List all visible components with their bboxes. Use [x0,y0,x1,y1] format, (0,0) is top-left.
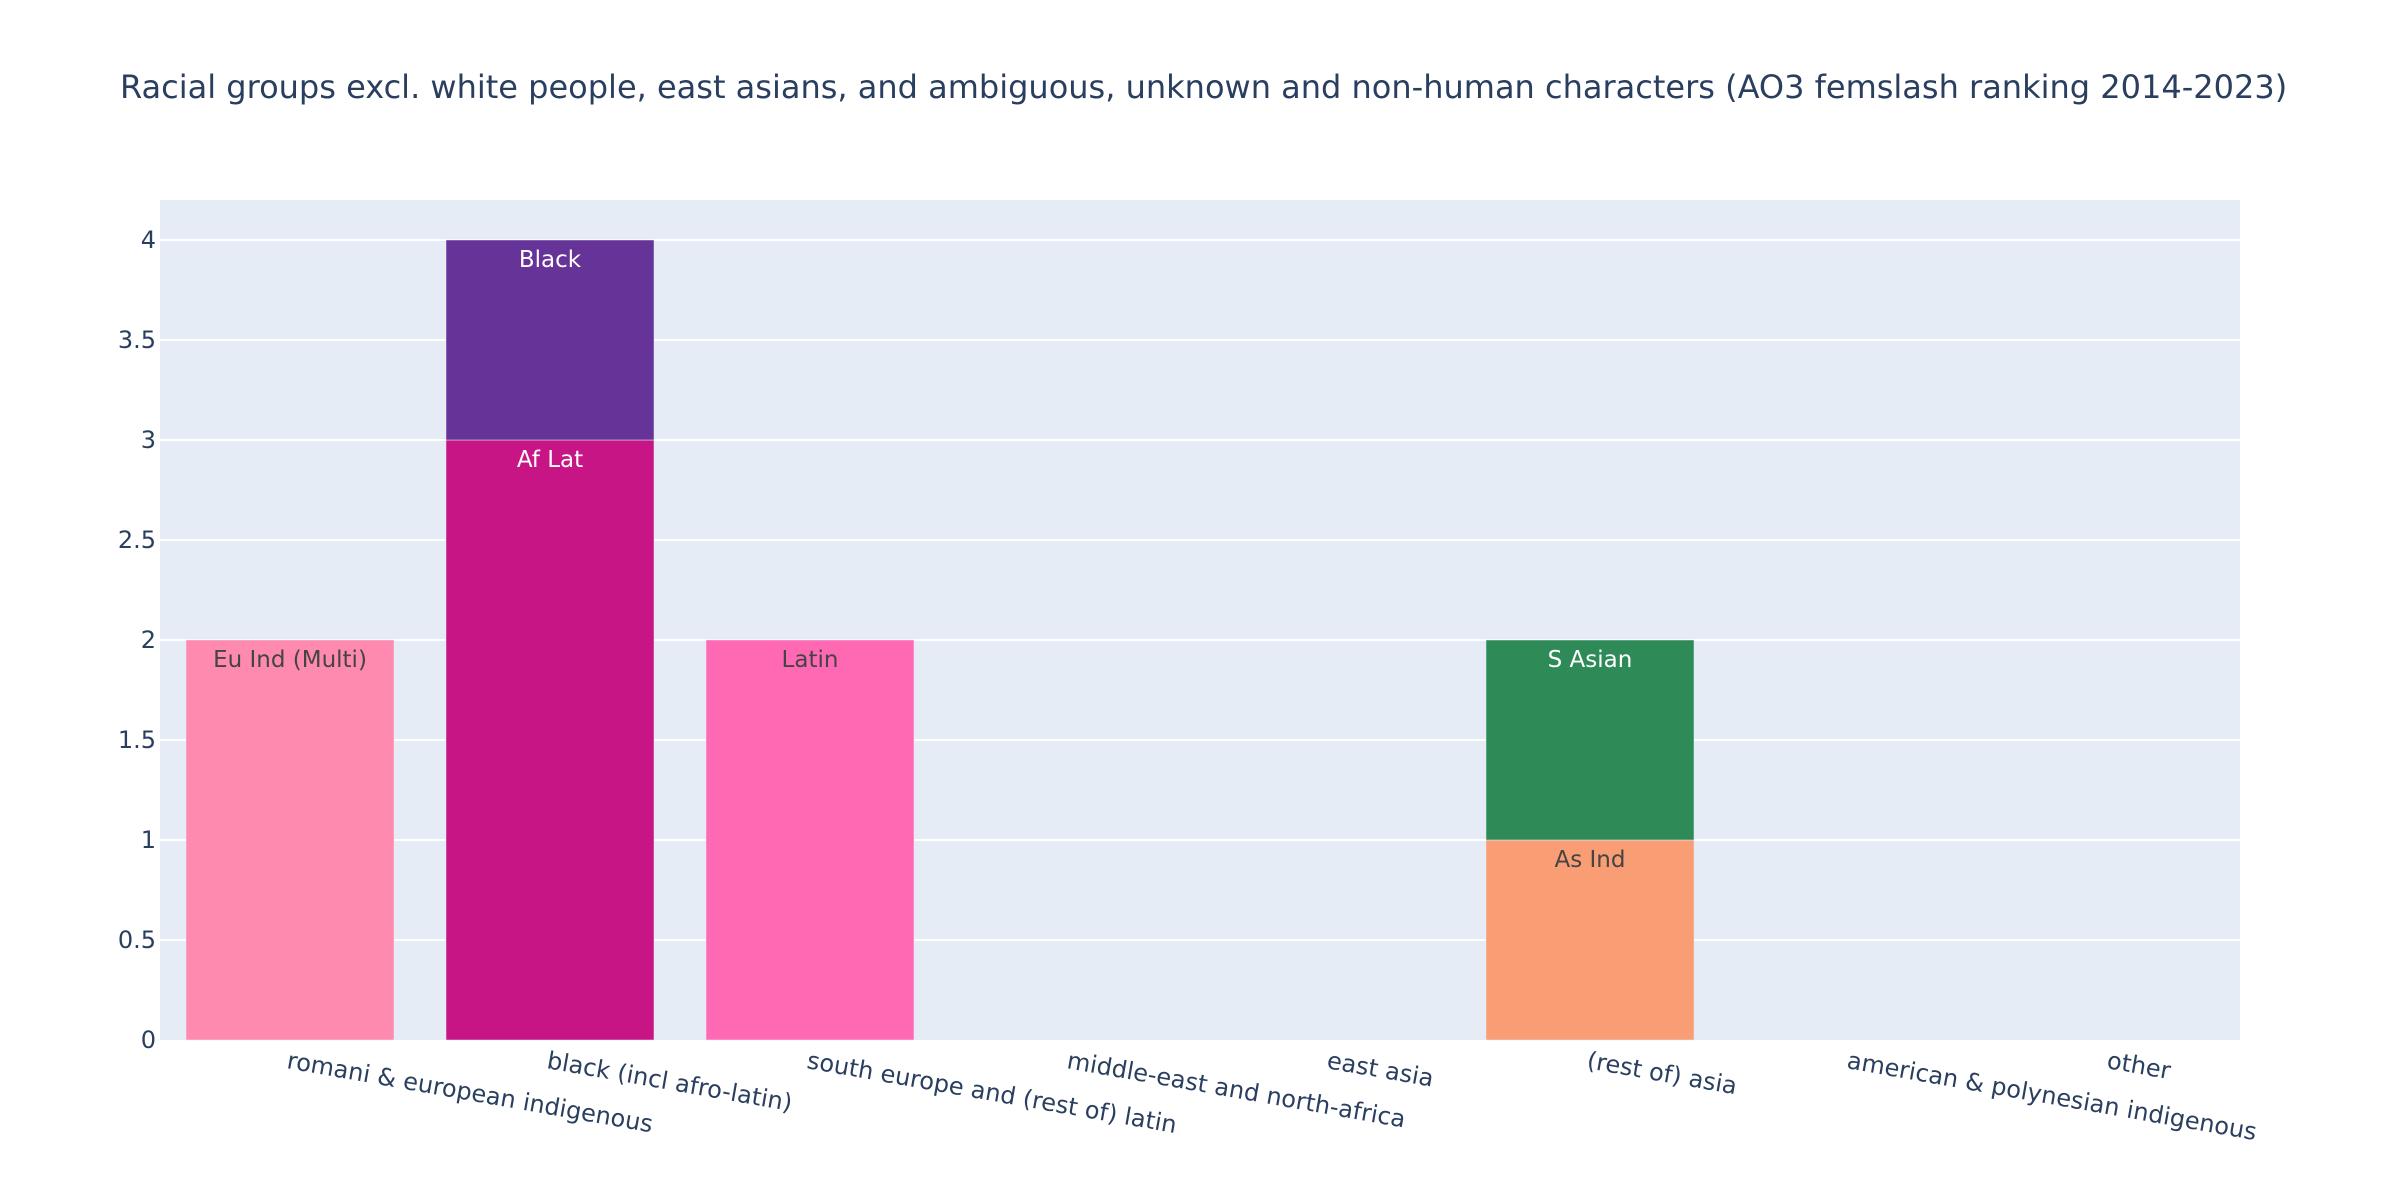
y-axis-ticks: 0 0.5 1 1.5 2 2.5 3 3.5 4 [118,226,156,1054]
x-tick-label: east asia [1325,1046,1436,1092]
bar-label-eu-ind-multi: Eu Ind (Multi) [213,647,367,673]
y-tick-label: 3 [141,426,156,454]
y-tick-label: 2 [141,626,156,654]
bar-latin [705,639,915,1041]
bar-label-af-lat: Af Lat [517,447,583,473]
chart-title: Racial groups excl. white people, east a… [120,68,2287,106]
bar-label-black: Black [519,247,582,273]
y-tick-label: 1 [141,826,156,854]
bars: Eu Ind (Multi) Af Lat Black Latin As Ind S As… [185,239,1695,1041]
bar-eu-ind-multi [185,639,395,1041]
x-tick-label: other [2105,1046,2173,1085]
y-tick-label: 1.5 [118,726,156,754]
bar-black [445,239,655,441]
bar-label-as-ind: As Ind [1555,847,1626,873]
bar-s-asian [1485,639,1695,841]
x-tick-label: american & polynesian indigenous [1845,1046,2259,1146]
bar-as-ind [1485,839,1695,1041]
bar-af-lat [445,439,655,1041]
y-tick-label: 2.5 [118,526,156,554]
y-tick-label: 0.5 [118,926,156,954]
x-tick-label: (rest of) asia [1585,1046,1739,1100]
y-tick-label: 0 [141,1026,156,1054]
y-tick-label: 4 [141,226,156,254]
bar-label-latin: Latin [782,647,839,673]
bar-label-s-asian: S Asian [1548,647,1633,673]
y-tick-label: 3.5 [118,326,156,354]
